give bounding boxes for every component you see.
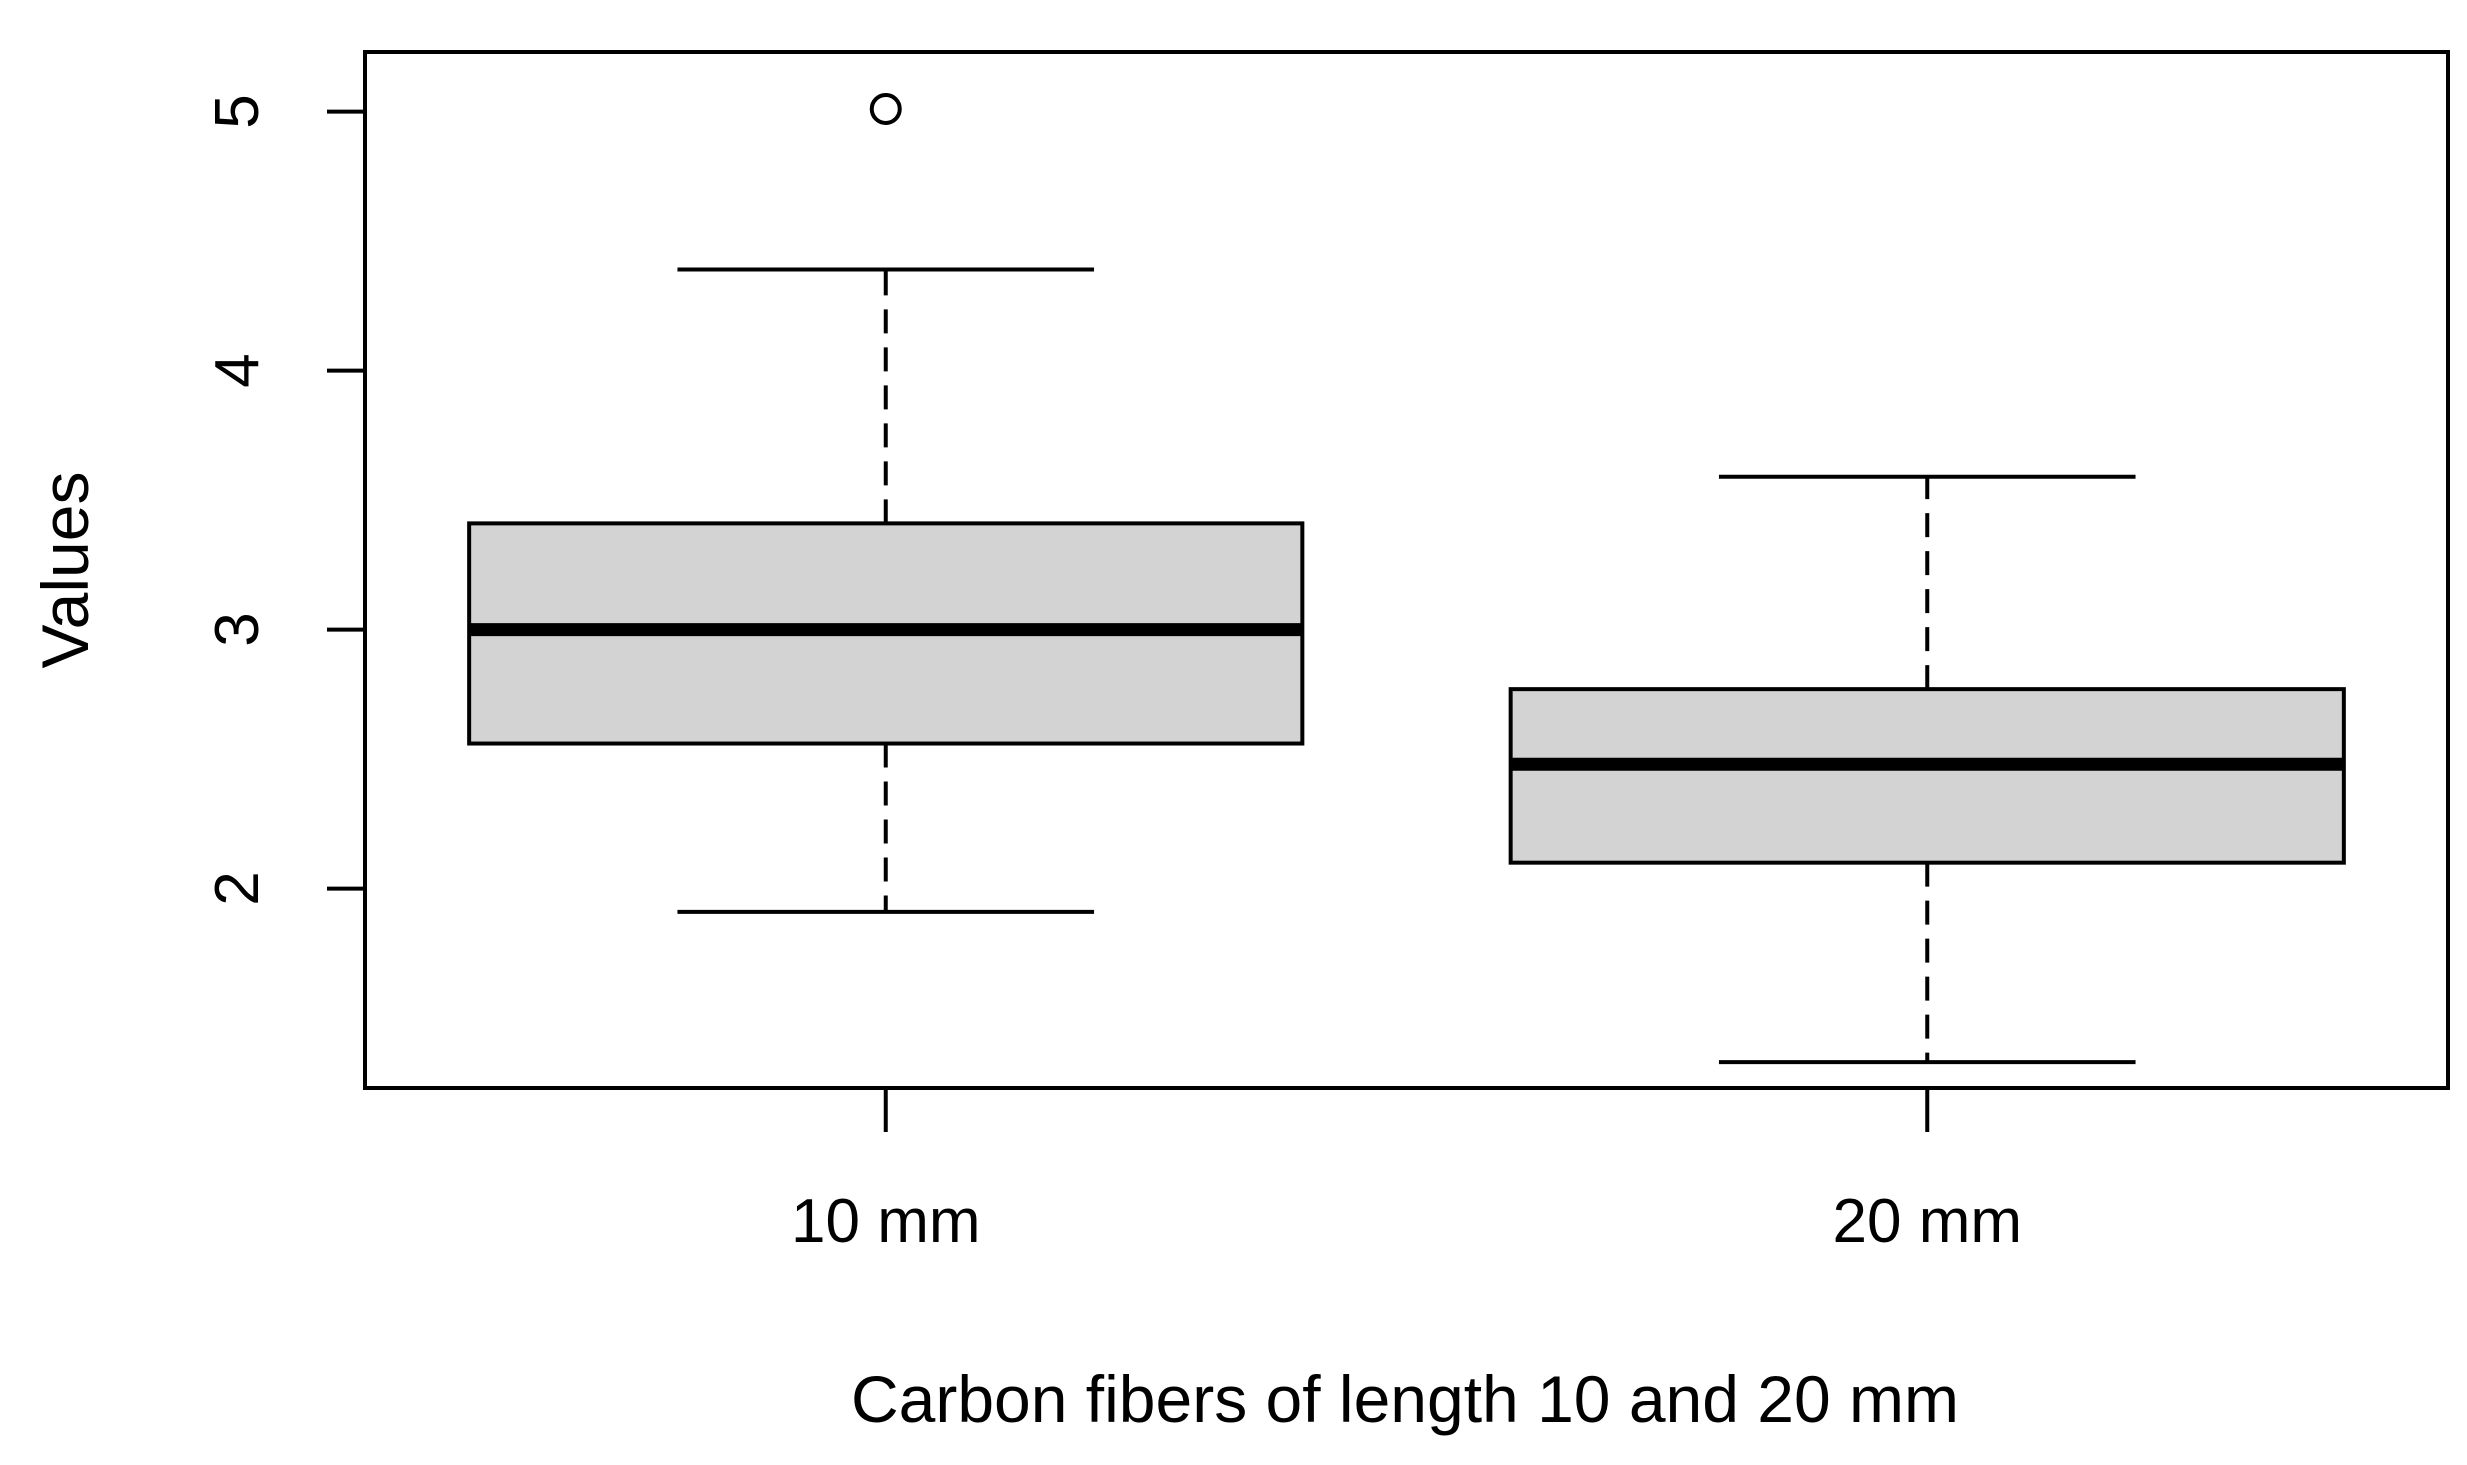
iqr-box — [1508, 687, 2346, 865]
y-tick-label: 4 — [203, 353, 272, 387]
y-tick-label: 3 — [203, 612, 272, 646]
x-axis: 10 mm 20 mm — [791, 1088, 2022, 1256]
plot-marks — [467, 92, 2346, 1065]
outlier-point — [869, 92, 902, 125]
y-tick-label: 2 — [203, 871, 272, 905]
y-axis-title: Values — [28, 472, 102, 669]
y-axis: 2 3 4 5 — [203, 94, 367, 906]
x-axis-title: Carbon fibers of length 10 and 20 mm — [851, 1362, 1959, 1436]
x-tick-label: 20 mm — [1833, 1187, 2022, 1256]
y-tick-label: 5 — [203, 94, 272, 128]
box-group-20-mm — [1508, 474, 2346, 1065]
box-group-10-mm — [467, 92, 1305, 914]
x-tick-label: 10 mm — [791, 1187, 980, 1256]
